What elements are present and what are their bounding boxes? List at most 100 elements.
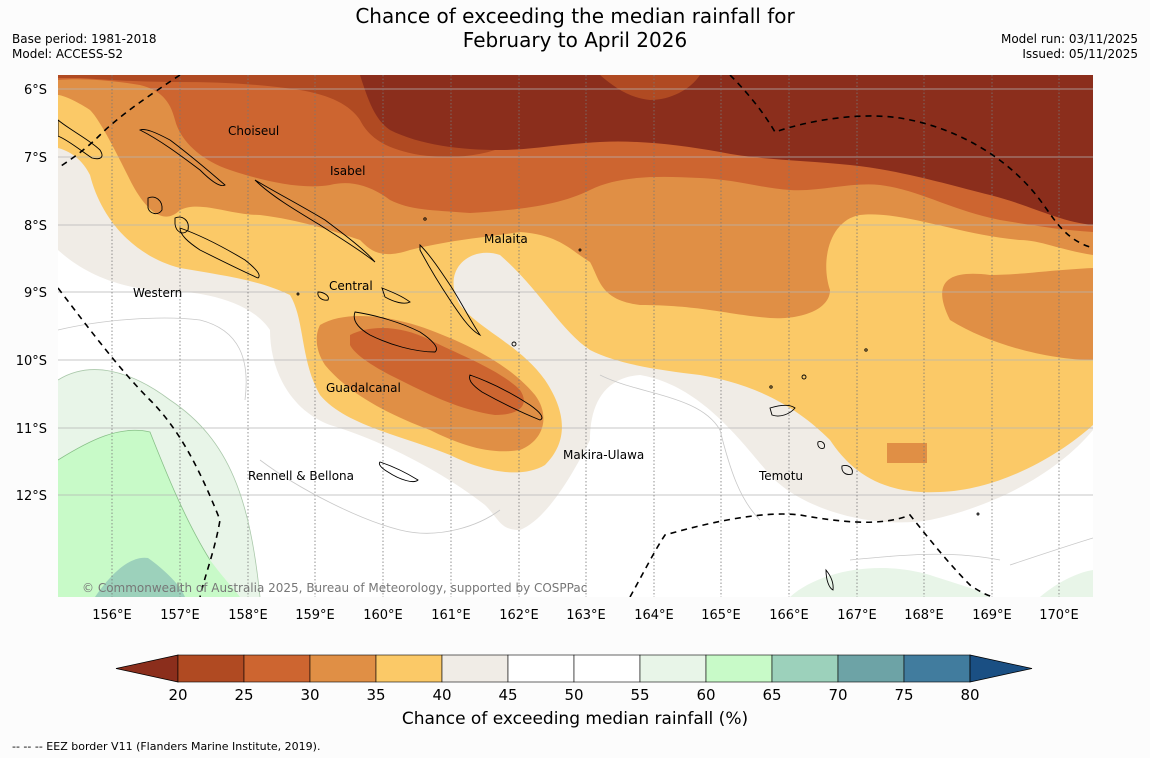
lon-label: 160°E [363, 608, 403, 623]
label-isabel: Isabel [330, 164, 365, 178]
eez-border [58, 75, 1093, 597]
colorbar-extend-low [115, 654, 179, 683]
temotu-orange-patch [887, 443, 927, 463]
colorbar-title: Chance of exceeding median rainfall (%) [401, 709, 749, 729]
label-guadalcanal: Guadalcanal [326, 381, 401, 395]
colorbar-tick-label: 60 [696, 686, 715, 700]
label-western: Western [133, 286, 182, 300]
lon-label: 165°E [701, 608, 741, 623]
colorbar-segment [573, 654, 641, 683]
lat-label: 12°S [16, 489, 47, 504]
colorbar-segment [705, 654, 773, 683]
island-russell [317, 291, 329, 301]
colorbar-tick-label: 35 [366, 686, 385, 700]
contour-lines [58, 317, 1093, 597]
island-guadalcanal [353, 311, 437, 353]
lat-label: 8°S [24, 219, 47, 234]
map-svg: © Commonwealth of Australia 2025, Bureau… [16, 75, 1093, 700]
lat-label: 9°S [24, 286, 47, 301]
island-florida [381, 287, 411, 304]
lat-label: 7°S [24, 151, 47, 166]
lat-label: 6°S [24, 83, 47, 98]
meta-right: Model run: 03/11/2025 Issued: 05/11/2025 [1001, 32, 1138, 62]
label-central: Central [329, 279, 373, 293]
label-makira-ulawa: Makira-Ulawa [563, 448, 644, 462]
lat-gridlines [58, 88, 1093, 496]
island-vella [174, 216, 189, 234]
colorbar-segment [243, 654, 311, 683]
colorbar-segment [903, 654, 971, 683]
colorbar-segment [375, 654, 443, 683]
island-vanuatu-north [825, 568, 834, 591]
issued-date: Issued: 05/11/2025 [1022, 47, 1138, 61]
label-temotu: Temotu [758, 469, 803, 483]
lon-label: 164°E [634, 608, 674, 623]
colorbar-tick-label: 20 [168, 686, 187, 700]
lon-label: 169°E [972, 608, 1012, 623]
colorbar-tick-label: 55 [630, 686, 649, 700]
island-santacruz [769, 404, 796, 417]
lon-gridlines [111, 75, 1060, 597]
lat-labels: 6°S 7°S 8°S 9°S 10°S 11°S 12°S [16, 83, 47, 504]
island-makira [469, 374, 543, 421]
green-light-zone-east2 [1040, 570, 1093, 597]
lon-label: 156°E [92, 608, 132, 623]
colorbar-tick-label: 75 [894, 686, 913, 700]
green-dark-zone [95, 557, 185, 597]
colorbar-tick-label: 80 [960, 686, 979, 700]
label-choiseul: Choiseul [228, 124, 279, 138]
colorbar-segment [837, 654, 905, 683]
colorbar-tick-label: 45 [498, 686, 517, 700]
colorbar: 20 25 30 35 40 45 50 55 60 65 70 75 80 [115, 654, 1033, 700]
below-median-25-30-guadal [350, 328, 524, 415]
island-newgeorgia [179, 227, 260, 279]
label-malaita: Malaita [484, 232, 528, 246]
colorbar-tick-label: 70 [828, 686, 847, 700]
lon-label: 168°E [904, 608, 944, 623]
island-choiseul [138, 129, 226, 187]
colorbar-segment [507, 654, 575, 683]
lon-label: 162°E [499, 608, 539, 623]
colorbar-tick-label: 40 [432, 686, 451, 700]
colorbar-tick-label: 50 [564, 686, 583, 700]
lon-label: 159°E [295, 608, 335, 623]
island-vanikoro [817, 441, 825, 449]
map-area: © Commonwealth of Australia 2025, Bureau… [58, 75, 1093, 597]
label-rennell-bellona: Rennell & Bellona [248, 469, 354, 483]
island-malaita [419, 243, 482, 337]
map-title-line2: February to April 2026 [462, 28, 688, 52]
island-shortland [147, 196, 163, 215]
map-copyright: © Commonwealth of Australia 2025, Bureau… [82, 581, 587, 595]
green-medium-zone [58, 430, 240, 597]
island-rennell [378, 461, 419, 483]
lon-label: 158°E [228, 608, 268, 623]
lt20-north-notch [600, 75, 700, 100]
lon-label: 161°E [431, 608, 471, 623]
lon-label: 157°E [160, 608, 200, 623]
colorbar-segment [639, 654, 707, 683]
lon-label: 163°E [566, 608, 606, 623]
colorbar-segment [441, 654, 509, 683]
island-isabel [254, 179, 376, 263]
region-labels: Choiseul Isabel Malaita Western Central … [133, 124, 803, 483]
colorbar-segment [771, 654, 839, 683]
lat-label: 11°S [16, 422, 47, 437]
island-utupua [841, 465, 853, 475]
map-title-line1: Chance of exceeding the median rainfall … [355, 4, 795, 28]
colorbar-tick-label: 25 [234, 686, 253, 700]
island-coastlines [58, 119, 980, 591]
meta-left: Base period: 1981-2018 Model: ACCESS-S2 [12, 32, 157, 62]
eez-footnote: -- -- -- EEZ border V11 (Flanders Marine… [12, 740, 321, 753]
model-run: Model run: 03/11/2025 [1000, 32, 1138, 46]
lon-label: 166°E [769, 608, 809, 623]
model-name: Model: ACCESS-S2 [12, 47, 124, 61]
lon-label: 170°E [1039, 608, 1079, 623]
colorbar-tick-label: 30 [300, 686, 319, 700]
colorbar-extend-high [969, 654, 1033, 683]
lon-label: 167°E [837, 608, 877, 623]
colorbar-segment [309, 654, 377, 683]
base-period: Base period: 1981-2018 [12, 32, 157, 46]
colorbar-segment [177, 654, 245, 683]
lon-labels: 156°E 157°E 158°E 159°E 160°E 161°E 162°… [92, 608, 1079, 623]
colorbar-tick-label: 65 [762, 686, 781, 700]
